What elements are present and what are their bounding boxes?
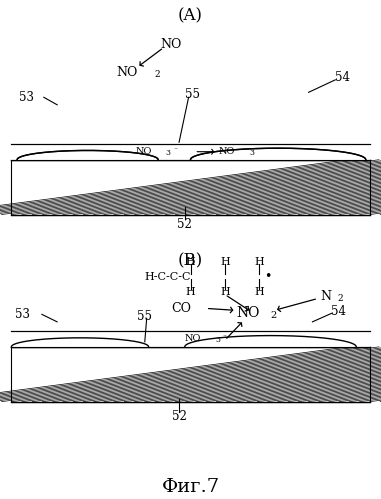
Text: H: H	[186, 287, 195, 297]
Text: 3: 3	[166, 149, 171, 157]
Text: 54: 54	[331, 305, 346, 318]
Text: Фиг.7: Фиг.7	[162, 478, 219, 496]
Text: NO: NO	[116, 66, 138, 79]
Text: CO: CO	[171, 302, 191, 315]
Text: 54: 54	[335, 71, 350, 84]
Text: ⁻: ⁻	[223, 334, 227, 342]
Text: NO: NO	[160, 38, 181, 51]
Text: N: N	[320, 290, 331, 303]
Text: H: H	[254, 257, 264, 267]
Text: 52: 52	[171, 410, 187, 423]
Text: •: •	[261, 270, 272, 283]
Bar	[11, 347, 370, 402]
Text: 3: 3	[215, 336, 220, 344]
Bar	[11, 160, 370, 215]
Text: ⁻: ⁻	[257, 147, 261, 155]
Text: ⁻: ⁻	[173, 147, 177, 155]
Text: H-C-C-C: H-C-C-C	[145, 272, 191, 282]
Text: H: H	[220, 287, 230, 297]
Bar	[11, 144, 370, 160]
Text: H: H	[186, 257, 195, 267]
Text: 53: 53	[15, 308, 30, 321]
Text: 3: 3	[250, 149, 255, 157]
Text: 52: 52	[177, 218, 192, 231]
Text: NO: NO	[236, 306, 259, 320]
Text: (A): (A)	[178, 7, 203, 24]
Text: 2: 2	[154, 70, 160, 79]
Text: 53: 53	[19, 91, 34, 104]
Text: NO: NO	[185, 334, 201, 343]
Text: NO: NO	[135, 147, 152, 156]
Text: NO: NO	[219, 147, 235, 156]
Text: 2: 2	[271, 311, 277, 320]
Text: (B): (B)	[178, 252, 203, 269]
Text: 2: 2	[337, 294, 343, 303]
Text: H: H	[254, 287, 264, 297]
Text: H: H	[220, 257, 230, 267]
Text: 55: 55	[185, 88, 200, 101]
Text: 55: 55	[137, 310, 152, 323]
Bar	[11, 331, 370, 347]
